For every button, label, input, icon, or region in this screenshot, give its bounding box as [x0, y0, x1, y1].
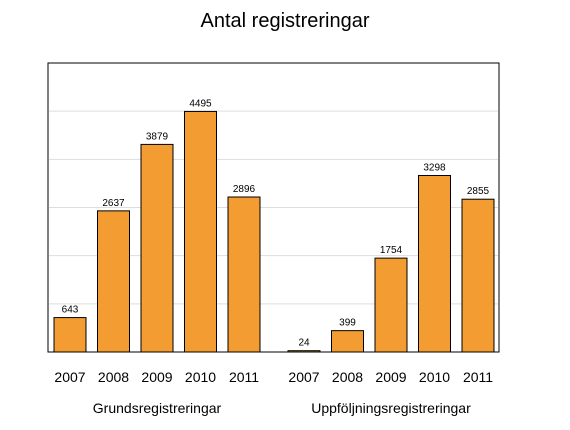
chart-title: Antal registreringar — [201, 10, 370, 32]
data-label: 643 — [62, 305, 79, 316]
bars — [53, 110, 495, 353]
data-label: 2855 — [467, 186, 490, 197]
bar-2-2009 — [374, 257, 408, 353]
group-label: Grundsregistreringar — [93, 400, 222, 416]
x-tick-label: 2008 — [98, 369, 129, 385]
x-tick-label: 2009 — [375, 369, 406, 385]
data-labels: 643 2637 3879 4495 2896 24 399 1754 3298 2855 — [62, 98, 490, 348]
bar-1-2010 — [184, 110, 217, 353]
data-label: 3879 — [146, 131, 169, 142]
data-label: 4495 — [189, 98, 212, 109]
x-tick-label: 2010 — [185, 369, 216, 385]
x-tick-labels: 2007 2008 2009 2010 2011 2007 2008 2009 2010 2011 — [54, 369, 493, 385]
bar-1-2009 — [140, 143, 174, 353]
data-label: 1754 — [380, 245, 403, 256]
x-tick-label: 2009 — [141, 369, 172, 385]
data-label: 2896 — [233, 184, 256, 195]
group-label: Uppföljningsregistreringar — [311, 400, 471, 416]
x-tick-label: 2007 — [288, 369, 319, 385]
bar-2-2011 — [461, 198, 495, 353]
bar-1-2007 — [53, 317, 87, 353]
bar-2-2010 — [418, 174, 451, 353]
data-label: 24 — [298, 338, 310, 349]
bar-2-2008 — [331, 330, 364, 353]
bar-1-2011 — [227, 196, 261, 353]
group-labels: Grundsregistreringar Uppföljningsregistre… — [93, 400, 471, 416]
data-label: 399 — [339, 318, 356, 329]
data-label: 2637 — [102, 198, 125, 209]
x-tick-label: 2008 — [332, 369, 363, 385]
x-tick-label: 2010 — [419, 369, 450, 385]
data-label: 3298 — [423, 162, 446, 173]
bar-2-2007 — [287, 350, 321, 353]
x-tick-label: 2007 — [54, 369, 85, 385]
bar-1-2008 — [97, 210, 130, 353]
x-tick-label: 2011 — [229, 369, 259, 385]
x-tick-label: 2011 — [463, 369, 493, 385]
